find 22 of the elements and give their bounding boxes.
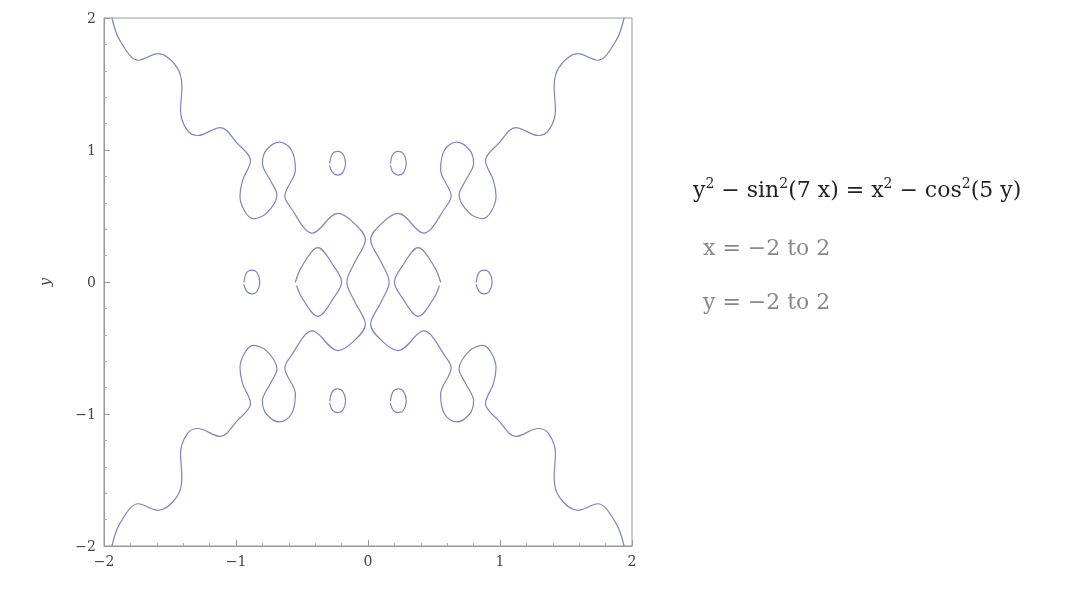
- line-series: [475, 269, 493, 295]
- line-series: [389, 150, 407, 176]
- y-axis-title: y: [35, 277, 54, 288]
- x-tick-label: 0: [363, 553, 373, 569]
- line-series: [370, 17, 625, 547]
- line-series: [329, 388, 347, 414]
- line-series: [329, 150, 347, 176]
- x-tick-label: −1: [225, 553, 247, 569]
- line-series: [243, 269, 261, 295]
- y-tick-label: 2: [87, 10, 96, 26]
- x-tick-label: 2: [627, 553, 637, 569]
- x-tick-label: 1: [495, 553, 505, 569]
- y-tick-label: 0: [87, 274, 96, 290]
- line-series: [294, 247, 343, 317]
- y-tick-label: −2: [75, 538, 96, 554]
- y-tick-label: −1: [75, 406, 96, 422]
- text: x = −2 to 2: [703, 234, 831, 260]
- line-series: [393, 247, 442, 317]
- text: y = −2 to 2: [702, 288, 831, 314]
- line-series: [111, 17, 366, 547]
- y-tick-label: 1: [87, 142, 96, 158]
- line-series: [389, 388, 407, 414]
